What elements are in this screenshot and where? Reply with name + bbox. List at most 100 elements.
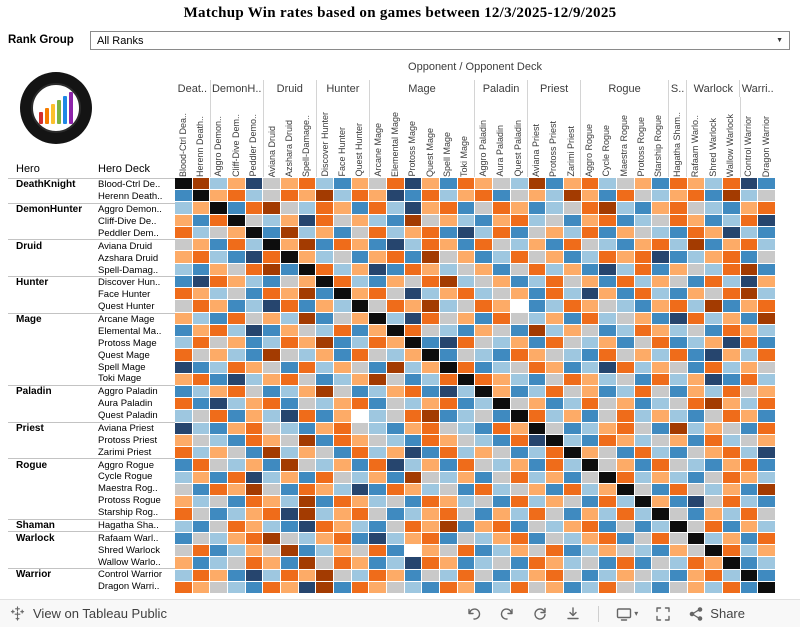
heatmap-cell[interactable] <box>616 337 634 349</box>
heatmap-cell[interactable] <box>758 520 775 532</box>
heatmap-cell[interactable] <box>387 496 404 508</box>
heatmap-cell[interactable] <box>334 508 351 520</box>
heatmap-cell[interactable] <box>475 447 493 459</box>
heatmap-cell[interactable] <box>669 410 687 422</box>
heatmap-cell[interactable] <box>281 251 298 263</box>
heatmap-cell[interactable] <box>722 447 740 459</box>
heatmap-cell[interactable] <box>175 178 192 190</box>
heatmap-cell[interactable] <box>245 178 263 190</box>
heatmap-cell[interactable] <box>334 410 351 422</box>
heatmap-cell[interactable] <box>475 422 493 434</box>
heatmap-cell[interactable] <box>263 178 281 190</box>
heatmap-cell[interactable] <box>563 581 581 593</box>
hero-class-label[interactable]: Warlock <box>16 532 55 544</box>
heatmap-cell[interactable] <box>210 373 228 385</box>
undo-icon[interactable] <box>466 606 482 622</box>
heatmap-cell[interactable] <box>440 422 457 434</box>
heatmap-cell[interactable] <box>440 508 457 520</box>
heatmap-cell[interactable] <box>546 410 563 422</box>
heatmap-cell[interactable] <box>669 300 687 312</box>
heatmap-cell[interactable] <box>422 178 440 190</box>
opponent-class-header[interactable]: Warri.. <box>739 80 775 97</box>
heatmap-cell[interactable] <box>652 251 669 263</box>
opponent-deck-label[interactable]: Spell Mage <box>442 131 453 177</box>
heatmap-cell[interactable] <box>175 288 192 300</box>
heatmap-cell[interactable] <box>528 300 546 312</box>
heatmap-cell[interactable] <box>599 263 616 275</box>
heatmap-cell[interactable] <box>387 434 404 447</box>
heatmap-cell[interactable] <box>298 581 316 593</box>
heatmap-cell[interactable] <box>192 483 210 496</box>
heatmap-cell[interactable] <box>369 324 387 337</box>
heatmap-cell[interactable] <box>616 471 634 483</box>
heatmap-cell[interactable] <box>581 508 599 520</box>
heatmap-cell[interactable] <box>298 434 316 447</box>
heatmap-cell[interactable] <box>687 337 705 349</box>
hero-deck-label[interactable]: Aggro Rogue <box>98 459 154 471</box>
heatmap-cell[interactable] <box>652 434 669 447</box>
heatmap-cell[interactable] <box>175 202 192 214</box>
heatmap-cell[interactable] <box>263 324 281 337</box>
heatmap-cell[interactable] <box>563 337 581 349</box>
hero-class-label[interactable]: Druid <box>16 240 43 252</box>
heatmap-cell[interactable] <box>563 324 581 337</box>
heatmap-cell[interactable] <box>210 581 228 593</box>
heatmap-cell[interactable] <box>758 178 775 190</box>
heatmap-cell[interactable] <box>192 545 210 557</box>
heatmap-cell[interactable] <box>669 263 687 275</box>
heatmap-cell[interactable] <box>387 532 404 545</box>
heatmap-cell[interactable] <box>316 226 334 239</box>
opponent-class-header[interactable]: Deat.. <box>177 82 208 95</box>
heatmap-cell[interactable] <box>316 178 334 190</box>
heatmap-cell[interactable] <box>316 422 334 434</box>
heatmap-cell[interactable] <box>404 508 422 520</box>
heatmap-cell[interactable] <box>351 508 369 520</box>
heatmap-cell[interactable] <box>634 190 652 202</box>
heatmap-cell[interactable] <box>334 459 351 471</box>
heatmap-cell[interactable] <box>687 532 705 545</box>
heatmap-cell[interactable] <box>298 190 316 202</box>
heatmap-cell[interactable] <box>528 569 546 581</box>
heatmap-cell[interactable] <box>457 349 475 361</box>
heatmap-cell[interactable] <box>652 508 669 520</box>
heatmap-cell[interactable] <box>334 386 351 398</box>
heatmap-cell[interactable] <box>722 226 740 239</box>
heatmap-cell[interactable] <box>228 361 245 373</box>
heatmap-cell[interactable] <box>493 337 510 349</box>
heatmap-cell[interactable] <box>387 569 404 581</box>
heatmap-cell[interactable] <box>351 312 369 324</box>
heatmap-cell[interactable] <box>475 263 493 275</box>
heatmap-cell[interactable] <box>758 349 775 361</box>
hero-deck-label[interactable]: Spell Mage <box>98 361 146 373</box>
opponent-deck-label[interactable]: Aviana Druid <box>262 97 281 177</box>
hero-deck-label[interactable]: Aviana Priest <box>98 422 154 434</box>
heatmap-cell[interactable] <box>581 386 599 398</box>
heatmap-cell[interactable] <box>263 263 281 275</box>
heatmap-cell[interactable] <box>758 483 775 496</box>
heatmap-cell[interactable] <box>510 263 528 275</box>
heatmap-cell[interactable] <box>687 312 705 324</box>
heatmap-cell[interactable] <box>245 581 263 593</box>
heatmap-cell[interactable] <box>334 434 351 447</box>
heatmap-cell[interactable] <box>351 361 369 373</box>
heatmap-cell[interactable] <box>528 410 546 422</box>
heatmap-cell[interactable] <box>616 178 634 190</box>
heatmap-cell[interactable] <box>369 545 387 557</box>
heatmap-cell[interactable] <box>281 532 298 545</box>
heatmap-cell[interactable] <box>263 422 281 434</box>
heatmap-cell[interactable] <box>263 520 281 532</box>
heatmap-cell[interactable] <box>616 447 634 459</box>
heatmap-cell[interactable] <box>422 532 440 545</box>
heatmap-cell[interactable] <box>546 361 563 373</box>
heatmap-cell[interactable] <box>528 275 546 288</box>
heatmap-cell[interactable] <box>334 471 351 483</box>
heatmap-cell[interactable] <box>228 251 245 263</box>
heatmap-cell[interactable] <box>634 251 652 263</box>
heatmap-cell[interactable] <box>705 214 722 226</box>
heatmap-cell[interactable] <box>298 361 316 373</box>
hero-deck-label[interactable]: Elemental Ma.. <box>98 325 162 337</box>
heatmap-cell[interactable] <box>298 410 316 422</box>
heatmap-cell[interactable] <box>369 398 387 410</box>
heatmap-cell[interactable] <box>599 337 616 349</box>
heatmap-cell[interactable] <box>192 434 210 447</box>
